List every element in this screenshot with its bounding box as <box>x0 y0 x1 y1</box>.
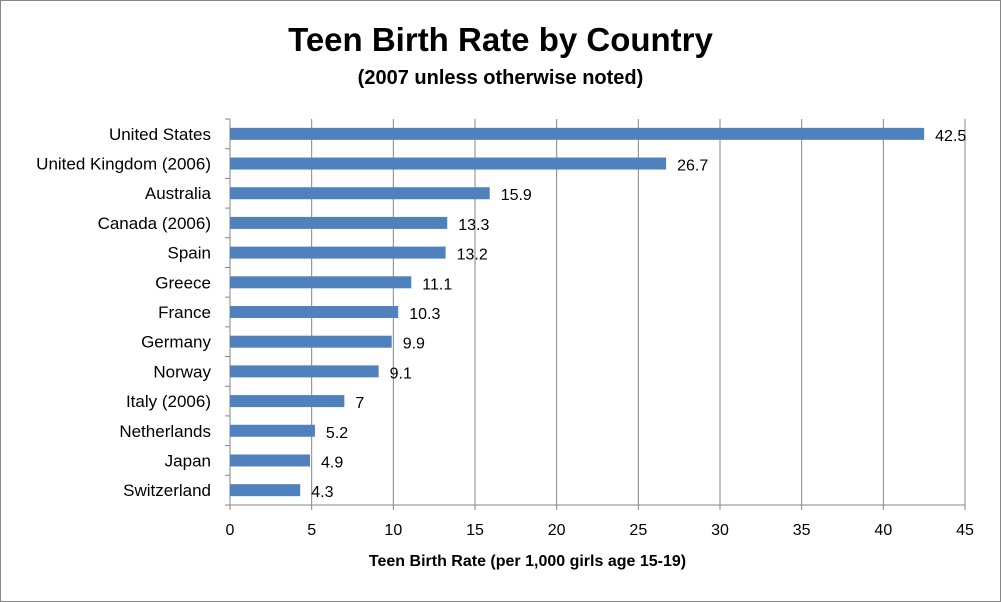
bar <box>230 395 345 408</box>
x-tick-label: 5 <box>307 522 316 539</box>
category-label: United States <box>109 125 211 144</box>
bar <box>230 484 301 497</box>
data-label: 26.7 <box>677 158 708 175</box>
bar <box>230 246 446 259</box>
bar <box>230 276 412 289</box>
data-label: 5.2 <box>326 425 348 442</box>
bar <box>230 454 311 467</box>
x-tick-label: 20 <box>548 522 566 539</box>
category-label: United Kingdom (2006) <box>36 155 211 174</box>
category-label: Switzerland <box>123 481 211 500</box>
chart-title: Teen Birth Rate by Country <box>288 21 713 58</box>
bar <box>230 157 667 170</box>
category-label: Netherlands <box>119 422 211 441</box>
category-label: Italy (2006) <box>126 392 211 411</box>
bar <box>230 216 448 229</box>
bar <box>230 365 379 378</box>
x-tick-label: 25 <box>629 522 647 539</box>
category-label: Norway <box>153 362 211 381</box>
x-axis-title: Teen Birth Rate (per 1,000 girls age 15-… <box>369 553 686 570</box>
data-label: 9.9 <box>403 336 425 353</box>
x-tick-label: 15 <box>466 522 484 539</box>
category-label: Germany <box>141 333 211 352</box>
data-label: 13.2 <box>457 247 488 264</box>
bar <box>230 335 392 348</box>
chart-subtitle: (2007 unless otherwise noted) <box>357 67 644 89</box>
category-label: Australia <box>145 184 212 203</box>
category-label: Spain <box>168 244 211 263</box>
category-label: Greece <box>155 273 211 292</box>
bar <box>230 306 399 318</box>
data-label: 11.1 <box>422 276 452 293</box>
x-tick-label: 40 <box>874 522 892 539</box>
data-label: 10.3 <box>409 306 440 323</box>
x-tick-label: 10 <box>384 522 402 539</box>
data-label: 4.3 <box>311 484 333 501</box>
x-tick-label: 45 <box>956 522 974 539</box>
category-label: Canada (2006) <box>98 214 211 233</box>
data-label: 13.3 <box>458 217 489 234</box>
x-tick-label: 0 <box>226 522 235 539</box>
data-label: 9.1 <box>390 365 412 382</box>
data-label: 42.5 <box>935 128 966 145</box>
bar <box>230 187 490 200</box>
bar <box>230 127 925 140</box>
data-label: 7 <box>355 395 364 412</box>
data-label: 15.9 <box>501 187 532 204</box>
x-tick-label: 35 <box>793 522 811 539</box>
category-label: Japan <box>165 451 211 470</box>
data-label: 4.9 <box>321 454 343 471</box>
category-label: France <box>158 303 211 322</box>
x-tick-label: 30 <box>711 522 729 539</box>
bar <box>230 424 315 437</box>
